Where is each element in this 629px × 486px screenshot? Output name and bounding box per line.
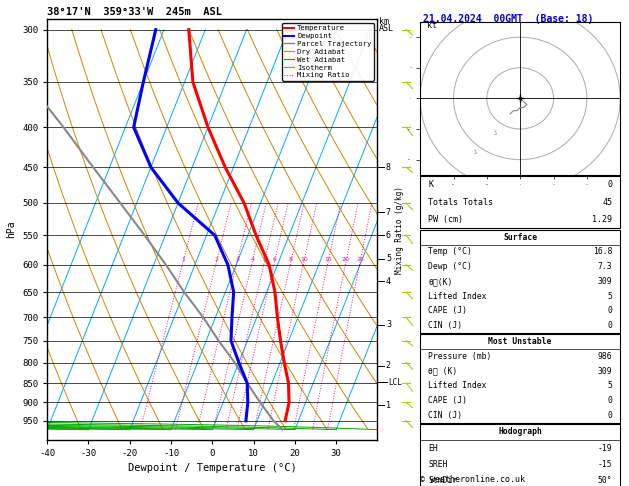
Text: CAPE (J): CAPE (J) bbox=[428, 396, 467, 405]
Text: 1: 1 bbox=[386, 400, 391, 410]
Text: CIN (J): CIN (J) bbox=[428, 321, 462, 330]
Text: 25: 25 bbox=[356, 257, 364, 262]
Text: ڈ: ڈ bbox=[494, 130, 497, 136]
Text: km: km bbox=[379, 17, 389, 26]
Text: Surface: Surface bbox=[503, 233, 537, 242]
Text: θᴄ(K): θᴄ(K) bbox=[428, 277, 452, 286]
Text: 2: 2 bbox=[214, 257, 218, 262]
Text: StmDir: StmDir bbox=[428, 476, 457, 486]
Text: PW (cm): PW (cm) bbox=[428, 215, 463, 224]
Text: 16.8: 16.8 bbox=[593, 247, 612, 257]
Text: Pressure (mb): Pressure (mb) bbox=[428, 352, 491, 361]
Text: kt: kt bbox=[427, 21, 437, 30]
Text: 4: 4 bbox=[250, 257, 254, 262]
Text: 986: 986 bbox=[598, 352, 612, 361]
Text: ڈ: ڈ bbox=[474, 149, 477, 155]
Text: 15: 15 bbox=[324, 257, 332, 262]
Text: Hodograph: Hodograph bbox=[498, 428, 542, 436]
Text: -19: -19 bbox=[598, 444, 612, 453]
Y-axis label: hPa: hPa bbox=[6, 221, 16, 239]
Text: 4: 4 bbox=[386, 277, 391, 286]
Text: 0: 0 bbox=[607, 180, 612, 189]
Text: K: K bbox=[428, 180, 433, 189]
Text: θᴄ (K): θᴄ (K) bbox=[428, 367, 457, 376]
Text: 5: 5 bbox=[608, 382, 612, 390]
X-axis label: Dewpoint / Temperature (°C): Dewpoint / Temperature (°C) bbox=[128, 464, 297, 473]
Text: LCL: LCL bbox=[388, 378, 402, 387]
Text: 0: 0 bbox=[608, 306, 612, 315]
Text: SREH: SREH bbox=[428, 460, 448, 469]
Text: Totals Totals: Totals Totals bbox=[428, 198, 493, 207]
Text: CIN (J): CIN (J) bbox=[428, 411, 462, 420]
Text: 3: 3 bbox=[235, 257, 239, 262]
Text: -15: -15 bbox=[598, 460, 612, 469]
Text: 10: 10 bbox=[300, 257, 308, 262]
Text: 7.3: 7.3 bbox=[598, 262, 612, 271]
Text: 50°: 50° bbox=[598, 476, 612, 486]
Text: 7: 7 bbox=[386, 208, 391, 217]
Text: 3: 3 bbox=[386, 320, 391, 330]
Text: 21.04.2024  00GMT  (Base: 18): 21.04.2024 00GMT (Base: 18) bbox=[423, 14, 594, 24]
Text: 5: 5 bbox=[386, 254, 391, 263]
Text: Lifted Index: Lifted Index bbox=[428, 382, 487, 390]
Text: Lifted Index: Lifted Index bbox=[428, 292, 487, 301]
Text: 38°17'N  359°33'W  245m  ASL: 38°17'N 359°33'W 245m ASL bbox=[47, 7, 222, 17]
Text: 6: 6 bbox=[272, 257, 276, 262]
Text: 1.29: 1.29 bbox=[592, 215, 612, 224]
Text: 8: 8 bbox=[289, 257, 292, 262]
Text: ASL: ASL bbox=[379, 24, 394, 34]
Text: 5: 5 bbox=[262, 257, 266, 262]
Text: 6: 6 bbox=[386, 231, 391, 240]
Text: 0: 0 bbox=[608, 411, 612, 420]
Text: Dewp (°C): Dewp (°C) bbox=[428, 262, 472, 271]
Text: 309: 309 bbox=[598, 277, 612, 286]
Text: 0: 0 bbox=[608, 321, 612, 330]
Text: Temp (°C): Temp (°C) bbox=[428, 247, 472, 257]
Legend: Temperature, Dewpoint, Parcel Trajectory, Dry Adiabat, Wet Adiabat, Isotherm, Mi: Temperature, Dewpoint, Parcel Trajectory… bbox=[282, 23, 374, 81]
Text: EH: EH bbox=[428, 444, 438, 453]
Text: Mixing Ratio (g/kg): Mixing Ratio (g/kg) bbox=[395, 186, 404, 274]
Text: Most Unstable: Most Unstable bbox=[489, 337, 552, 346]
Text: 309: 309 bbox=[598, 367, 612, 376]
Text: 1: 1 bbox=[181, 257, 185, 262]
Text: 2: 2 bbox=[386, 362, 391, 370]
Text: 20: 20 bbox=[342, 257, 350, 262]
Text: © weatheronline.co.uk: © weatheronline.co.uk bbox=[420, 474, 525, 484]
Text: CAPE (J): CAPE (J) bbox=[428, 306, 467, 315]
Text: 0: 0 bbox=[608, 396, 612, 405]
Text: 8: 8 bbox=[386, 163, 391, 172]
Text: 45: 45 bbox=[602, 198, 612, 207]
Text: 5: 5 bbox=[608, 292, 612, 301]
